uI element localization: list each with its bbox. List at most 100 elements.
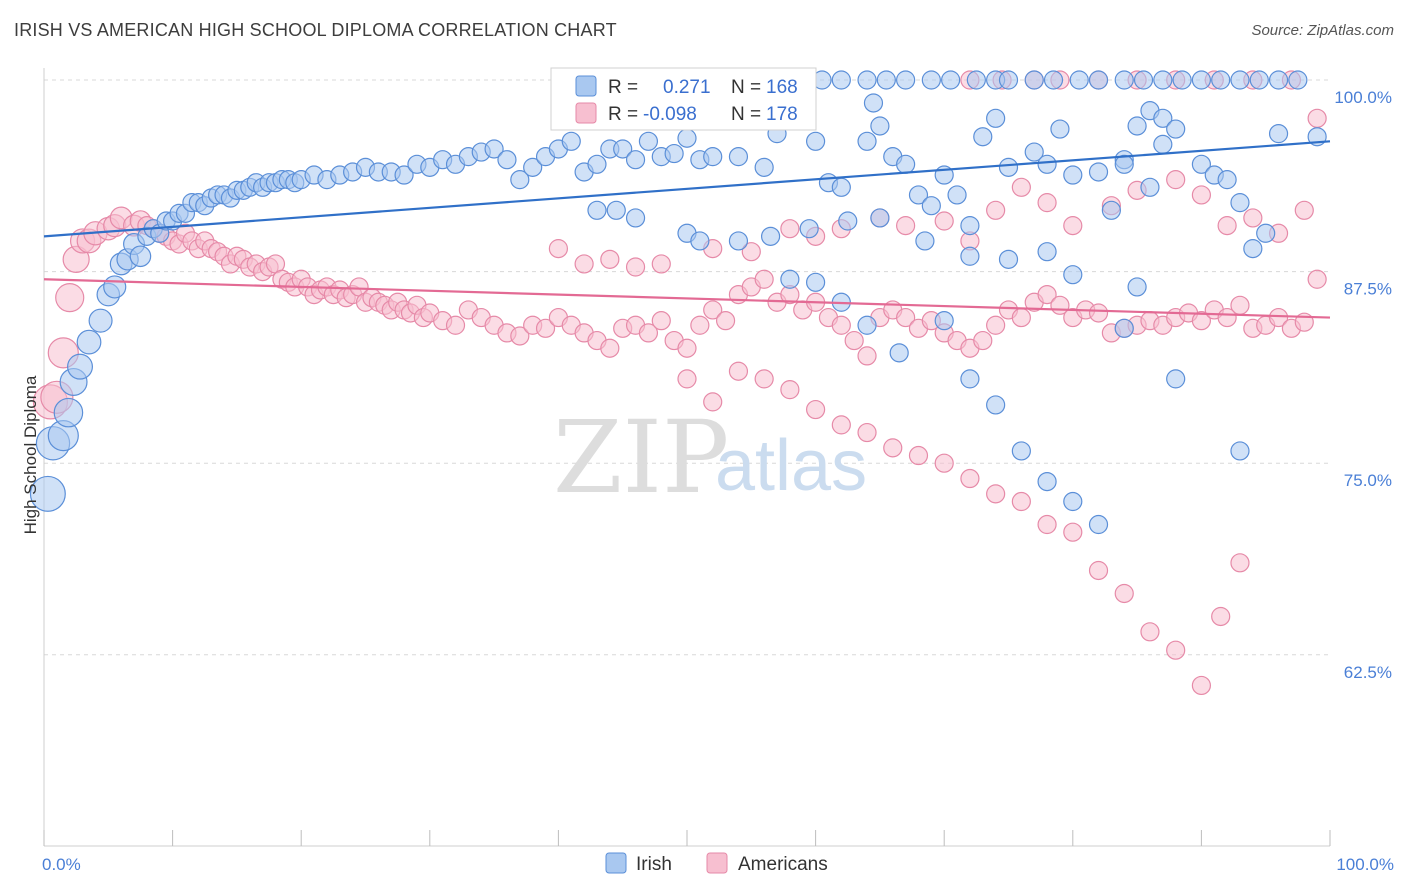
irish-point bbox=[870, 208, 890, 228]
irish-point bbox=[1114, 154, 1134, 174]
americans-point bbox=[805, 399, 826, 420]
irish-point bbox=[1256, 223, 1276, 243]
americans-point bbox=[1088, 303, 1109, 323]
irish-point bbox=[1191, 154, 1212, 174]
grid-lines bbox=[44, 79, 1330, 656]
americans-point bbox=[1037, 284, 1057, 305]
irish-point bbox=[1172, 70, 1192, 90]
americans-point bbox=[1166, 170, 1186, 190]
irish-point bbox=[1011, 441, 1031, 461]
irish-point bbox=[1230, 193, 1250, 213]
legend-irish-swatch bbox=[575, 75, 597, 97]
americans-point bbox=[844, 330, 864, 351]
irish-point bbox=[1101, 200, 1121, 220]
irish-point bbox=[1037, 154, 1057, 174]
irish-point bbox=[960, 369, 980, 389]
americans-point bbox=[1191, 185, 1212, 205]
x-tick-label: 100.0% bbox=[1336, 855, 1394, 874]
americans-point bbox=[677, 369, 697, 389]
irish-point bbox=[88, 308, 113, 333]
irish-point bbox=[1088, 70, 1109, 90]
americans-point bbox=[510, 326, 530, 346]
americans-point bbox=[600, 338, 620, 358]
y-tick-label: 62.5% bbox=[1344, 663, 1392, 682]
americans-point bbox=[780, 219, 800, 239]
irish-point bbox=[561, 131, 581, 151]
irish-point bbox=[1166, 369, 1186, 389]
irish-point bbox=[998, 249, 1019, 269]
americans-point bbox=[934, 211, 954, 231]
chart-title: IRISH VS AMERICAN HIGH SCHOOL DIPLOMA CO… bbox=[14, 20, 617, 40]
irish-point bbox=[67, 353, 94, 380]
y-tick-label: 87.5% bbox=[1344, 280, 1392, 299]
irish-point bbox=[613, 139, 633, 159]
irish-point bbox=[129, 245, 152, 268]
bottom-legend-irish-swatch bbox=[605, 852, 627, 874]
irish-point bbox=[1288, 70, 1308, 90]
irish-trend-line bbox=[43, 140, 1331, 238]
americans-point bbox=[651, 311, 671, 331]
americans-point bbox=[741, 242, 761, 262]
irish-point bbox=[1249, 70, 1269, 90]
irish-point bbox=[1153, 108, 1173, 128]
irish-point bbox=[1191, 70, 1212, 90]
irish-point bbox=[998, 157, 1019, 177]
americans-point bbox=[754, 269, 774, 289]
irish-point bbox=[921, 70, 941, 90]
irish-point bbox=[966, 70, 986, 90]
irish-point bbox=[908, 185, 929, 205]
irish-point bbox=[941, 70, 961, 90]
irish-point bbox=[1088, 514, 1109, 535]
americans-point bbox=[625, 257, 646, 277]
americans-point bbox=[1294, 200, 1314, 220]
irish-point bbox=[934, 311, 954, 331]
x-tick-label: 0.0% bbox=[42, 855, 81, 874]
americans-point bbox=[703, 392, 723, 412]
americans-point bbox=[857, 346, 877, 366]
y-tick-label: 100.0% bbox=[1334, 88, 1392, 107]
irish-point bbox=[876, 70, 896, 90]
irish-point bbox=[960, 216, 980, 236]
irish-point bbox=[870, 116, 890, 136]
americans-point bbox=[690, 315, 710, 335]
americans-point bbox=[1211, 606, 1231, 627]
irish-point bbox=[1063, 265, 1083, 285]
irish-point bbox=[986, 395, 1006, 415]
americans-point bbox=[857, 422, 877, 443]
americans-point bbox=[1037, 193, 1057, 213]
americans-point bbox=[1268, 307, 1289, 328]
americans-point bbox=[1217, 307, 1237, 328]
americans-point bbox=[896, 307, 916, 328]
americans-point bbox=[1011, 307, 1031, 328]
irish-point bbox=[606, 200, 626, 220]
irish-point bbox=[838, 211, 858, 231]
americans-point bbox=[574, 254, 594, 274]
americans-point bbox=[1088, 560, 1109, 581]
americans-point bbox=[908, 445, 929, 466]
irish-point bbox=[960, 246, 980, 266]
irish-points bbox=[29, 70, 1327, 535]
americans-point bbox=[1011, 491, 1031, 512]
correlation-legend: R = 0.271 N = 168 R = -0.098 N = 178 bbox=[550, 67, 817, 131]
irish-point bbox=[29, 475, 66, 512]
irish-point bbox=[831, 70, 851, 90]
source-label: Source: ZipAtlas.com bbox=[1251, 22, 1394, 39]
irish-point bbox=[1166, 119, 1186, 139]
irish-point bbox=[1037, 471, 1057, 492]
americans-point bbox=[1243, 208, 1263, 228]
americans-point bbox=[831, 315, 851, 335]
irish-point bbox=[986, 108, 1006, 128]
y-tick-label: 75.0% bbox=[1344, 471, 1392, 490]
legend-americans-n-value: 178 bbox=[766, 104, 798, 125]
americans-point bbox=[703, 300, 723, 320]
irish-point bbox=[1114, 318, 1134, 338]
irish-point bbox=[896, 154, 916, 174]
irish-point bbox=[1069, 70, 1089, 90]
irish-point bbox=[690, 231, 710, 251]
irish-point bbox=[915, 231, 935, 251]
americans-point bbox=[1191, 311, 1212, 331]
legend-americans-swatch bbox=[575, 102, 597, 124]
americans-trend-line bbox=[43, 278, 1331, 319]
irish-point bbox=[625, 208, 646, 228]
